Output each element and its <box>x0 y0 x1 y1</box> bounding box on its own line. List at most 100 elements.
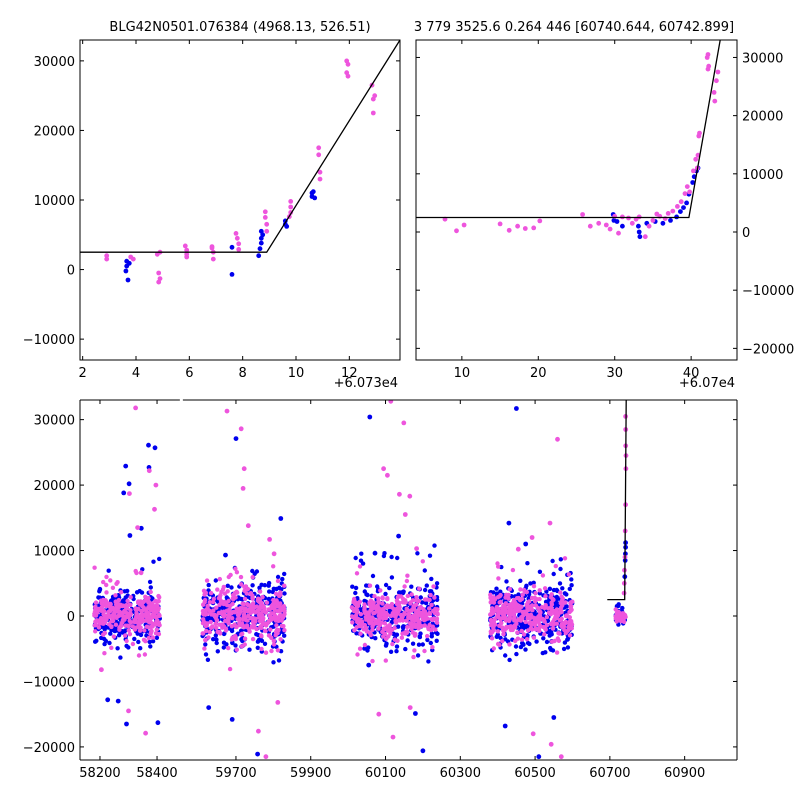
data-point <box>705 52 711 57</box>
data-point <box>418 595 423 600</box>
data-point <box>229 624 235 629</box>
data-point <box>312 195 318 201</box>
data-point <box>711 90 717 95</box>
data-point <box>357 646 363 651</box>
data-point <box>214 640 219 646</box>
data-point <box>138 646 143 651</box>
data-point <box>247 647 252 652</box>
y-tick-label: −20000 <box>23 741 75 756</box>
data-point <box>551 571 556 577</box>
data-point <box>596 220 602 226</box>
data-point <box>106 568 111 573</box>
data-point <box>404 578 410 584</box>
data-point <box>368 632 374 638</box>
data-point <box>354 616 359 622</box>
data-point <box>206 582 211 588</box>
data-point <box>124 638 129 644</box>
plot-area <box>80 40 400 285</box>
data-point <box>254 626 259 632</box>
data-point <box>146 442 151 448</box>
data-point <box>236 241 242 247</box>
data-point <box>140 567 145 572</box>
data-point <box>257 589 263 594</box>
data-point <box>257 611 263 616</box>
x-tick-label: 60100 <box>365 766 406 781</box>
data-point <box>512 604 518 609</box>
model-line <box>416 40 721 219</box>
data-point <box>156 599 161 604</box>
data-point <box>536 626 542 631</box>
data-point <box>356 601 361 607</box>
data-point <box>133 405 139 411</box>
data-point <box>434 581 440 586</box>
x-tick-label: 2 <box>79 366 87 381</box>
x-tick-label: 4 <box>132 366 140 381</box>
data-point <box>501 631 506 637</box>
data-point <box>433 627 438 632</box>
data-point <box>402 611 408 617</box>
data-point <box>495 561 500 566</box>
data-point <box>130 256 136 262</box>
data-point <box>560 586 565 591</box>
data-point <box>211 637 216 642</box>
data-point <box>113 593 118 598</box>
data-point <box>240 606 245 611</box>
data-point <box>524 602 530 608</box>
data-point <box>564 604 569 609</box>
data-point <box>426 626 431 632</box>
data-point <box>241 623 246 629</box>
data-point <box>225 583 230 588</box>
data-point <box>264 600 270 605</box>
data-point <box>146 619 151 624</box>
data-point <box>275 578 281 584</box>
data-point <box>514 406 519 411</box>
data-point <box>104 574 109 580</box>
data-point <box>503 615 508 620</box>
data-point <box>353 607 358 613</box>
data-point <box>518 598 523 603</box>
data-point <box>156 270 162 276</box>
data-point <box>563 613 569 619</box>
data-point <box>358 623 364 629</box>
data-point <box>374 619 379 624</box>
data-point <box>541 636 546 641</box>
data-point <box>208 590 214 596</box>
data-point <box>221 584 226 590</box>
data-point <box>215 649 220 654</box>
data-point <box>362 605 367 610</box>
data-point <box>412 648 417 653</box>
data-point <box>382 621 388 626</box>
data-point <box>515 223 520 229</box>
data-point <box>515 546 521 552</box>
data-point <box>389 554 394 560</box>
data-point <box>390 734 396 740</box>
data-point <box>521 642 526 647</box>
data-point <box>603 222 609 228</box>
data-point <box>317 176 323 182</box>
data-point <box>558 557 563 562</box>
y-tick-label: 10000 <box>742 168 783 183</box>
data-point <box>239 582 244 587</box>
data-point <box>607 226 613 232</box>
data-point <box>221 624 227 629</box>
data-point <box>513 644 519 649</box>
data-point <box>422 587 428 593</box>
data-point <box>258 618 264 623</box>
x-tick-label: 60900 <box>664 766 705 781</box>
data-point <box>521 632 527 637</box>
data-point <box>229 272 235 277</box>
data-point <box>203 652 209 657</box>
data-point <box>432 543 437 548</box>
data-point <box>376 599 381 604</box>
data-point <box>395 595 401 600</box>
data-point <box>268 627 273 632</box>
data-point <box>359 551 364 556</box>
data-point <box>146 635 151 641</box>
data-point <box>254 632 259 637</box>
data-point <box>615 615 620 621</box>
data-point <box>266 607 271 612</box>
data-point <box>152 445 158 451</box>
data-point <box>217 595 222 601</box>
data-point <box>387 608 392 613</box>
data-point <box>366 662 372 668</box>
